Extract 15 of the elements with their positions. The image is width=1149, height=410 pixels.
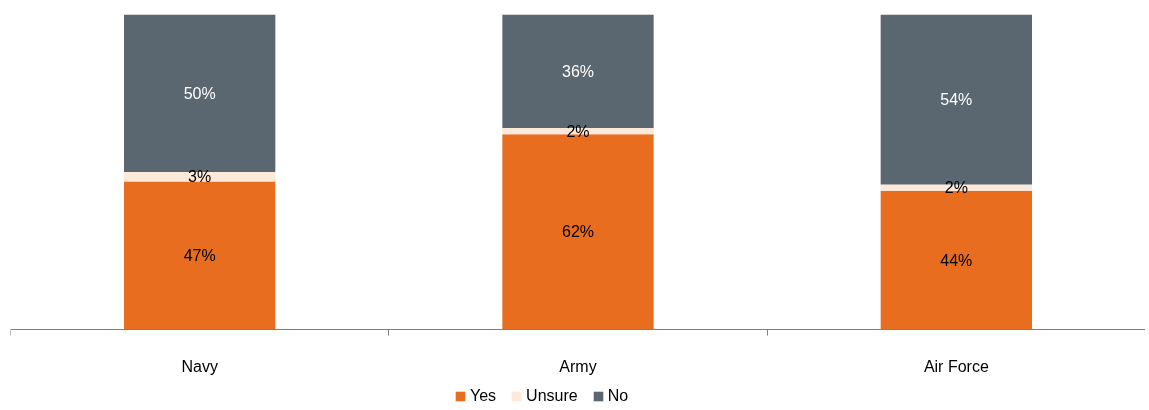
data-label: 54% bbox=[940, 91, 973, 109]
data-label: 50% bbox=[183, 84, 216, 102]
data-label: 62% bbox=[561, 223, 595, 241]
data-label: 44% bbox=[940, 251, 973, 269]
data-label: 47% bbox=[183, 246, 216, 264]
legend-label: Yes bbox=[470, 387, 497, 405]
legend-label: No bbox=[607, 387, 629, 405]
legend-label: Unsure bbox=[526, 387, 578, 405]
x-tick-label: Air Force bbox=[923, 357, 989, 375]
data-label: 36% bbox=[561, 62, 595, 80]
bar bbox=[124, 14, 276, 172]
x-tick-label: Army bbox=[559, 357, 597, 375]
x-tick-label: Navy bbox=[181, 357, 218, 375]
data-label: 3% bbox=[188, 168, 212, 186]
bar bbox=[124, 181, 276, 330]
